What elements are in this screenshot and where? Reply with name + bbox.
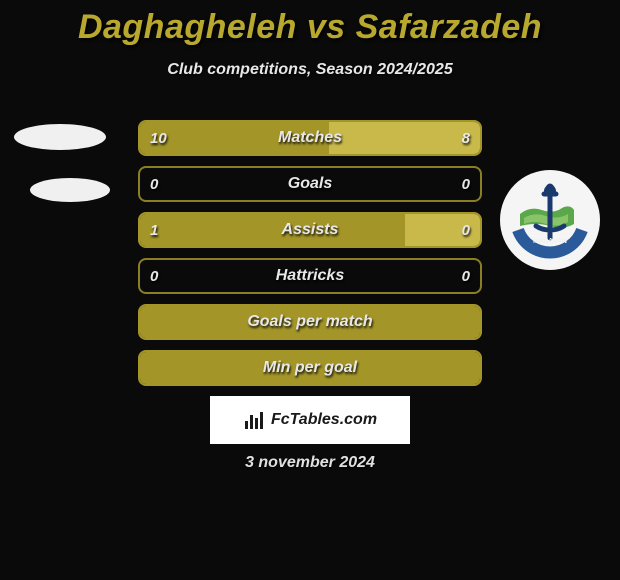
watermark-chart-icon (243, 409, 265, 431)
watermark: FcTables.com (210, 396, 410, 444)
bar-right-value: 0 (462, 214, 470, 246)
stat-bar-row: Goals0 0 (138, 166, 482, 202)
player-left-oval-1 (14, 124, 106, 150)
watermark-text: FcTables.com (271, 411, 377, 429)
club-badge-right: MALAVAN (500, 170, 600, 270)
bar-left-value: 0 (150, 260, 158, 292)
bar-label: Assists (140, 214, 480, 246)
subtitle: Club competitions, Season 2024/2025 (0, 61, 620, 79)
bar-right-value: 8 (462, 122, 470, 154)
page-title: Daghagheleh vs Safarzadeh (0, 0, 620, 47)
bar-label: Min per goal (140, 352, 480, 384)
stat-bars-container: Matches108Goals00Assists10Hattricks00Goa… (138, 120, 482, 396)
bar-label: Goals (140, 168, 480, 200)
bar-right-value: 0 (462, 168, 470, 200)
bar-label: Matches (140, 122, 480, 154)
bar-left-value: 0 (150, 168, 158, 200)
stat-bar-row: Goals per match (138, 304, 482, 340)
stat-bar-row: Hattricks0 0 (138, 258, 482, 294)
bar-label: Hattricks (140, 260, 480, 292)
date-label: 3 november 2024 (0, 454, 620, 472)
bar-left-value: 10 (150, 122, 167, 154)
stat-bar-row: Min per goal (138, 350, 482, 386)
player-left-oval-2 (30, 178, 110, 202)
stat-bar-row: Assists1 0 (138, 212, 482, 248)
badge-text: MALAVAN (533, 238, 567, 245)
stat-bar-row: Matches10 8 (138, 120, 482, 156)
bar-right-value: 0 (462, 260, 470, 292)
bar-label: Goals per match (140, 306, 480, 338)
bar-left-value: 1 (150, 214, 158, 246)
